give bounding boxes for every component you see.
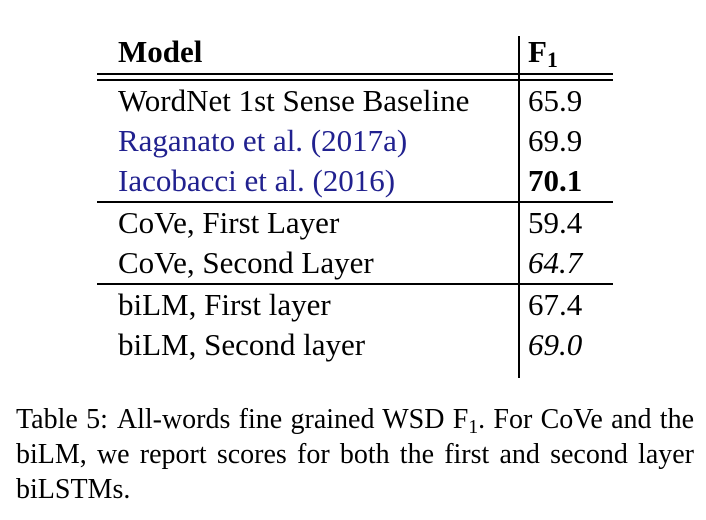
- section-divider-cove: [97, 201, 613, 203]
- table-row-raganato: Raganato et al. (2017a) 69.9: [97, 121, 613, 161]
- table-header-row: Model F1: [97, 30, 613, 73]
- column-divider-rule: [518, 36, 520, 378]
- f1-subscript: 1: [546, 48, 558, 73]
- table-row-wordnet-baseline: WordNet 1st Sense Baseline 65.9: [97, 81, 613, 121]
- f1-cell: 69.0: [528, 327, 583, 362]
- f1-cell: 59.4: [528, 205, 583, 240]
- table-row-bilm-second: biLM, Second layer 69.0: [97, 325, 613, 365]
- caption-f1-subscript: 1: [468, 416, 479, 438]
- model-cell: WordNet 1st Sense Baseline: [118, 83, 470, 118]
- column-header-model: Model: [118, 34, 203, 69]
- column-header-f1: F1: [518, 30, 613, 73]
- table-row-bilm-first: biLM, First layer 67.4: [97, 285, 613, 325]
- results-table: Model F1 WordNet 1st Sense Baseline 65.9…: [97, 30, 613, 378]
- table-caption: Table 5: All-words fine grained WSD F1. F…: [16, 402, 694, 507]
- model-cell: CoVe, First Layer: [118, 205, 340, 240]
- header-double-rule: [97, 73, 613, 81]
- table-row-cove-second: CoVe, Second Layer 64.7: [97, 243, 613, 283]
- f1-cell: 67.4: [528, 287, 583, 322]
- model-cell: biLM, Second layer: [118, 327, 366, 362]
- f1-cell: 64.7: [528, 245, 583, 280]
- f1-cell: 69.9: [528, 123, 583, 158]
- model-cell: biLM, First layer: [118, 287, 331, 322]
- citation-link-raganato-2017a[interactable]: Raganato et al. (2017a): [118, 123, 408, 158]
- table-row-iacobacci: Iacobacci et al. (2016) 70.1: [97, 161, 613, 201]
- citation-link-iacobacci-2016[interactable]: Iacobacci et al. (2016): [118, 163, 396, 198]
- table-row-cove-first: CoVe, First Layer 59.4: [97, 203, 613, 243]
- caption-text-before-sub: All-words fine grained WSD F: [116, 404, 469, 435]
- f1-cell-best-score: 70.1: [528, 163, 583, 198]
- model-cell: CoVe, Second Layer: [118, 245, 374, 280]
- caption-text-after-sub: . For CoVe and the biLM, we report score…: [16, 404, 695, 505]
- f1-symbol: F: [528, 34, 547, 69]
- caption-label: Table 5:: [16, 404, 108, 435]
- section-divider-bilm: [97, 283, 613, 285]
- f1-cell: 65.9: [528, 83, 583, 118]
